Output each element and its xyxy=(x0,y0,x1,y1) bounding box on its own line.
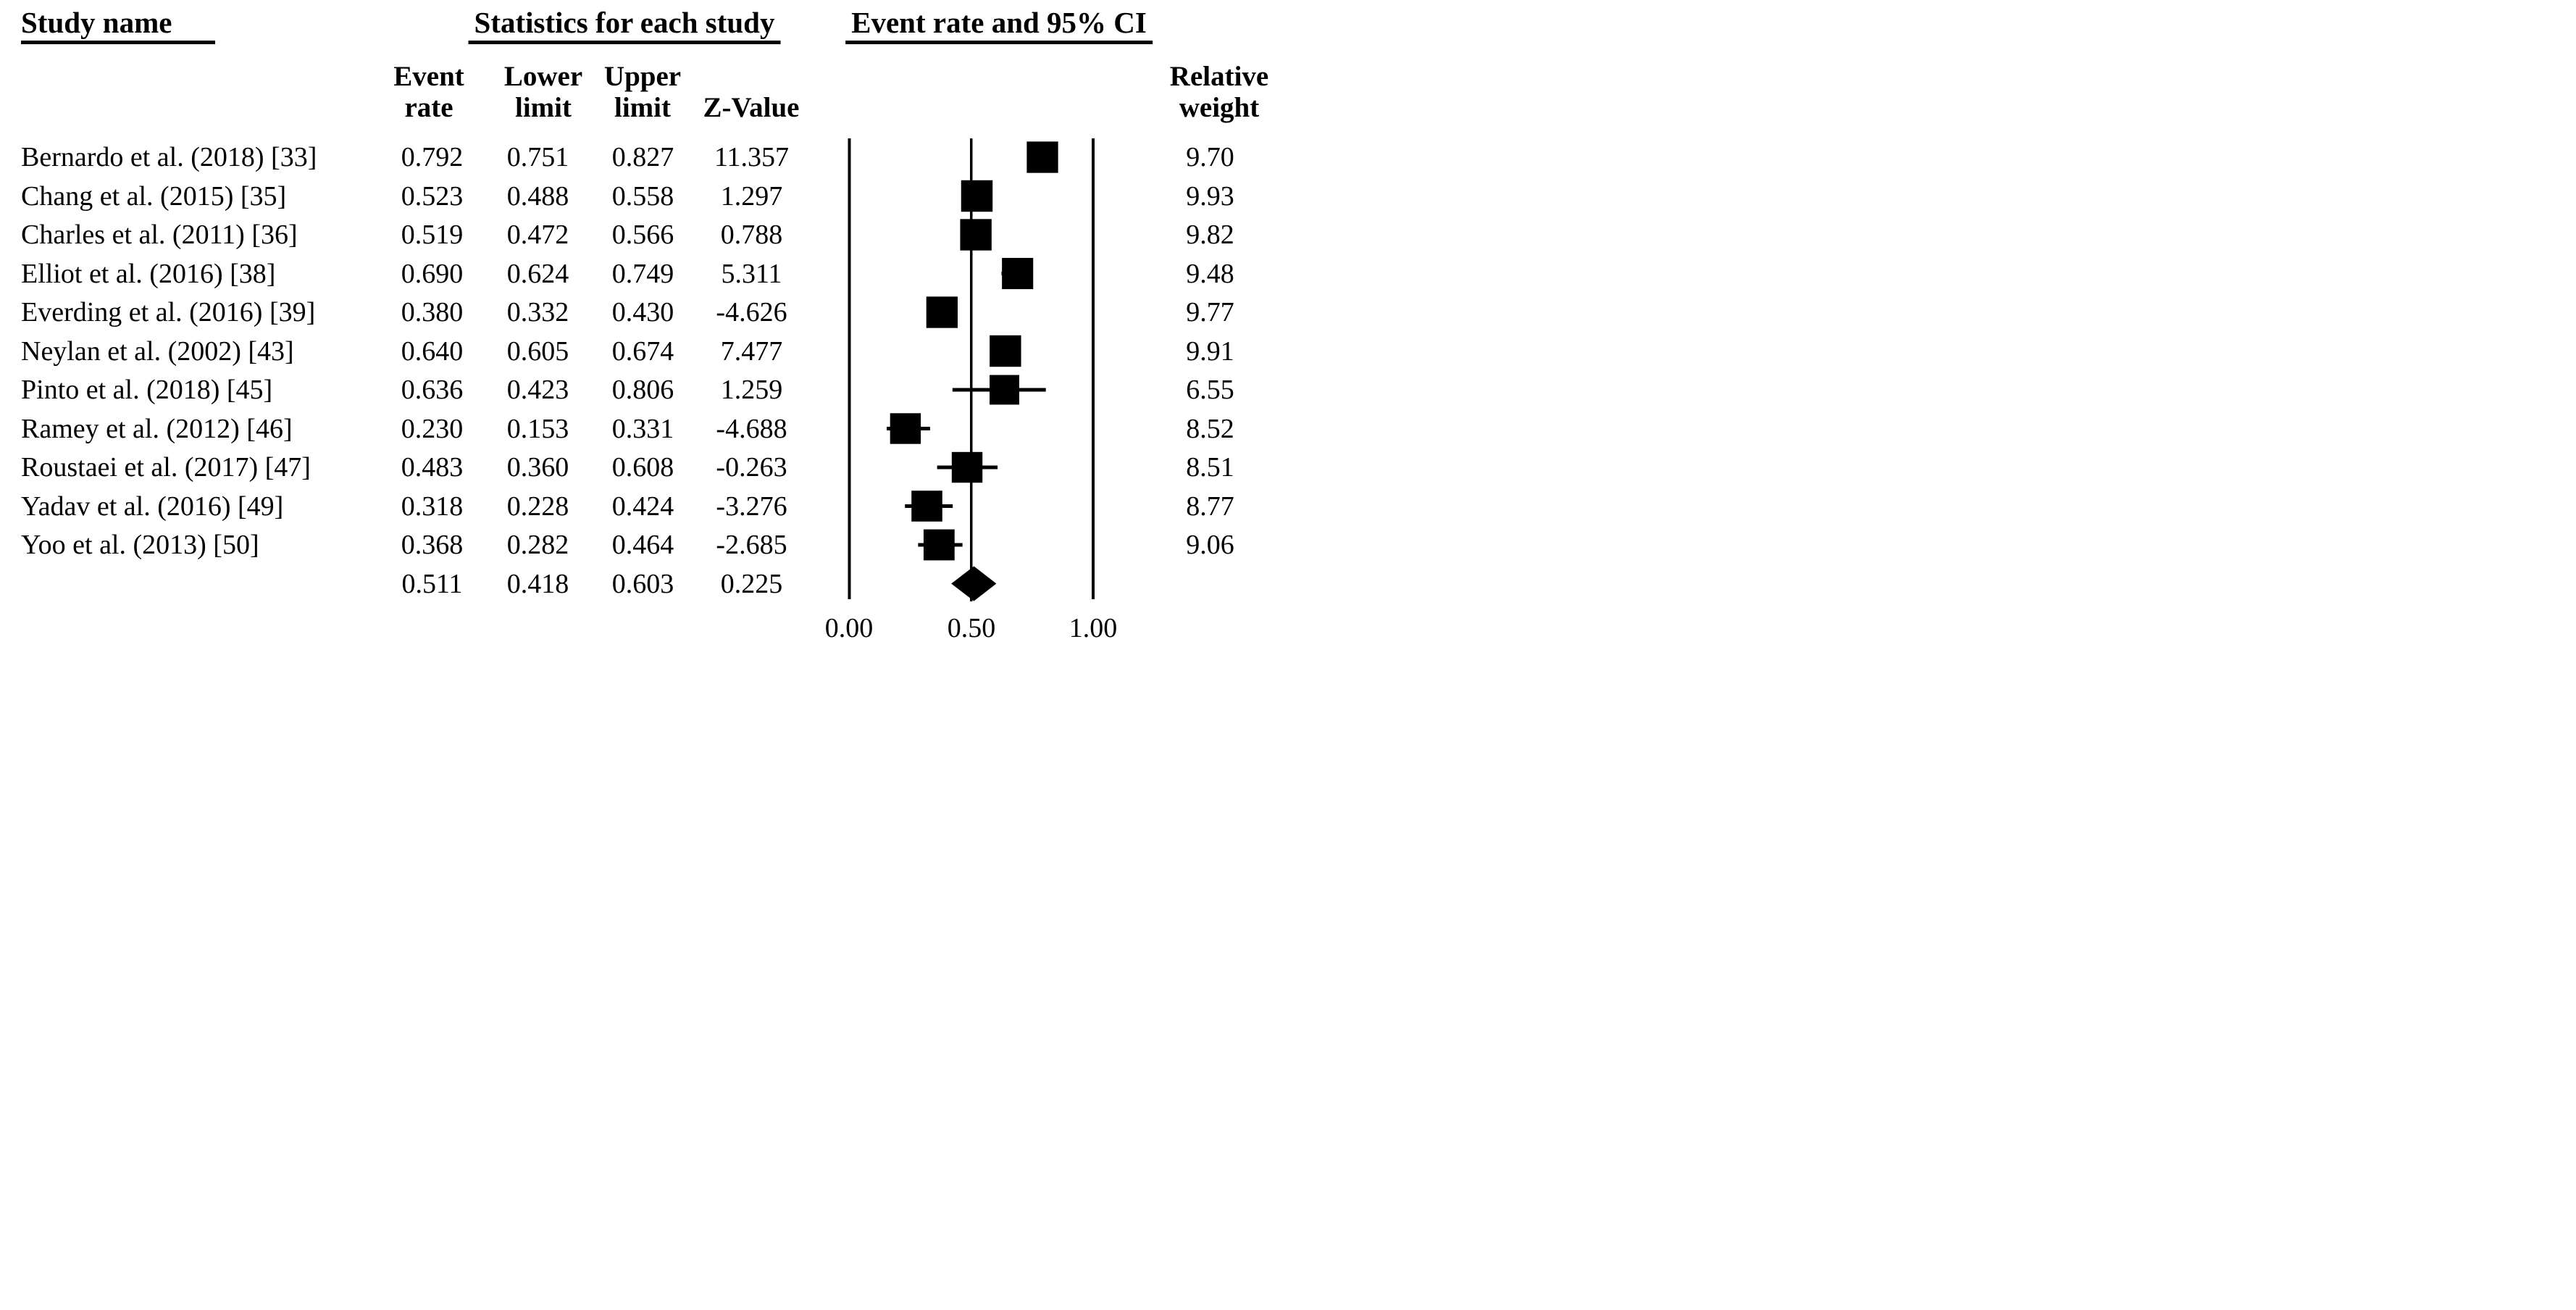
relative-weight-value: 9.93 xyxy=(1186,180,1234,212)
study-row: Elliot et al. (2016) [38] 0.690 0.624 0.749… xyxy=(0,255,1288,293)
axis-tick-050: 0.50 xyxy=(947,613,996,643)
statistics-header: Statistics for each study xyxy=(468,7,781,45)
z-value: 11.357 xyxy=(714,142,790,172)
lower-limit-value: 0.228 xyxy=(506,491,569,522)
relative-weight-value: 9.48 xyxy=(1186,258,1234,289)
relative-weight-column-header: Relative weight xyxy=(1169,61,1269,123)
relative-weight-value: 9.06 xyxy=(1186,530,1234,560)
lower-limit-value: 0.282 xyxy=(506,530,569,560)
event-rate-value: 0.483 xyxy=(401,452,464,483)
event-rate-value: 0.368 xyxy=(401,530,464,560)
event-rate-value: 0.519 xyxy=(401,220,464,250)
study-name: Elliot et al. (2016) [38] xyxy=(21,258,276,289)
event-rate-value: 0.230 xyxy=(401,413,464,444)
event-rate-value: 0.636 xyxy=(401,375,464,405)
relative-weight-value: 9.82 xyxy=(1186,220,1234,250)
z-value: 0.788 xyxy=(720,220,783,250)
upper-limit-value: 0.430 xyxy=(611,297,674,328)
event-rate-value: 0.690 xyxy=(401,258,464,289)
upper-limit-value: 0.566 xyxy=(611,220,674,250)
study-row: Chang et al. (2015) [35] 0.523 0.488 0.558 1… xyxy=(0,178,1288,215)
study-name: Roustaei et al. (2017) [47] xyxy=(21,452,311,483)
lower-limit-value: 0.472 xyxy=(506,220,569,250)
lower-limit-value: 0.488 xyxy=(506,180,569,212)
study-name: Yadav et al. (2016) [49] xyxy=(21,491,284,522)
event-rate-value: 0.380 xyxy=(401,297,464,328)
study-name: Everding et al. (2016) [39] xyxy=(21,297,316,328)
upper-limit-value: 0.558 xyxy=(611,180,674,212)
z-value: 5.311 xyxy=(721,258,782,289)
relative-weight-value: 8.77 xyxy=(1186,491,1234,522)
study-row: Ramey et al. (2012) [46] 0.230 0.153 0.331 -… xyxy=(0,410,1288,448)
z-value: -4.688 xyxy=(716,413,787,444)
z-value-column-header: Z-Value xyxy=(703,92,800,123)
z-value: 0.225 xyxy=(720,568,783,599)
upper-limit-value: 0.674 xyxy=(611,335,674,367)
study-name: Ramey et al. (2012) [46] xyxy=(21,413,293,444)
axis-tick-0: 0.00 xyxy=(824,613,874,643)
study-name: Yoo et al. (2013) [50] xyxy=(21,530,259,560)
study-row: Neylan et al. (2002) [43] 0.640 0.605 0.674… xyxy=(0,333,1288,370)
forest-plot-page: Study name Statistics for each study Eve… xyxy=(0,0,1288,655)
ci-header: Event rate and 95% CI xyxy=(845,7,1153,45)
z-value: 1.259 xyxy=(720,375,783,405)
study-row: Everding et al. (2016) [39] 0.380 0.332 0.4… xyxy=(0,293,1288,331)
study-row: Bernardo et al. (2018) [33] 0.792 0.751 0.8… xyxy=(0,138,1288,176)
study-name: Charles et al. (2011) [36] xyxy=(21,220,298,250)
event-rate-value: 0.792 xyxy=(401,142,464,172)
lower-limit-value: 0.332 xyxy=(506,297,569,328)
relative-weight-value: 9.70 xyxy=(1186,142,1234,172)
z-value: 1.297 xyxy=(720,180,783,212)
relative-weight-value: 8.51 xyxy=(1186,452,1234,483)
lower-limit-value: 0.624 xyxy=(506,258,569,289)
lower-limit-value: 0.153 xyxy=(506,413,569,444)
lower-limit-value: 0.605 xyxy=(506,335,569,367)
study-name: Bernardo et al. (2018) [33] xyxy=(21,142,317,172)
study-name: Pinto et al. (2018) [45] xyxy=(21,375,273,405)
event-rate-value: 0.511 xyxy=(401,568,463,599)
study-row: Pinto et al. (2018) [45] 0.636 0.423 0.806 1… xyxy=(0,371,1288,409)
lower-limit-value: 0.418 xyxy=(506,568,569,599)
relative-weight-value: 9.77 xyxy=(1186,297,1234,328)
relative-weight-value: 8.52 xyxy=(1186,413,1234,444)
upper-limit-value: 0.464 xyxy=(611,530,674,560)
z-value: 7.477 xyxy=(720,335,783,367)
z-value: -0.263 xyxy=(716,452,787,483)
event-rate-value: 0.640 xyxy=(401,335,464,367)
study-name-header: Study name xyxy=(21,7,216,45)
z-value: -4.626 xyxy=(716,297,787,328)
upper-limit-value: 0.603 xyxy=(611,568,674,599)
study-name: Neylan et al. (2002) [43] xyxy=(21,335,294,367)
upper-limit-value: 0.806 xyxy=(611,375,674,405)
upper-limit-value: 0.827 xyxy=(611,142,674,172)
relative-weight-value: 6.55 xyxy=(1186,375,1234,405)
study-row: Yadav et al. (2016) [49] 0.318 0.228 0.424 -… xyxy=(0,488,1288,525)
upper-limit-value: 0.749 xyxy=(611,258,674,289)
lower-limit-value: 0.751 xyxy=(506,142,569,172)
lower-limit-column-header: Lower limit xyxy=(503,61,583,123)
axis-tick-100: 1.00 xyxy=(1069,613,1118,643)
study-name: Chang et al. (2015) [35] xyxy=(21,180,287,212)
relative-weight-value: 9.91 xyxy=(1186,335,1234,367)
upper-limit-value: 0.331 xyxy=(611,413,674,444)
z-value: -3.276 xyxy=(716,491,787,522)
event-rate-column-header: Event rate xyxy=(393,61,464,123)
upper-limit-value: 0.424 xyxy=(611,491,674,522)
study-row: Charles et al. (2011) [36] 0.519 0.472 0.56… xyxy=(0,216,1288,254)
study-row: Yoo et al. (2013) [50] 0.368 0.282 0.464 -2.… xyxy=(0,526,1288,564)
event-rate-value: 0.318 xyxy=(401,491,464,522)
study-row: Roustaei et al. (2017) [47] 0.483 0.360 0.6… xyxy=(0,449,1288,486)
lower-limit-value: 0.360 xyxy=(506,452,569,483)
event-rate-value: 0.523 xyxy=(401,180,464,212)
summary-row: 0.511 0.418 0.603 0.225 xyxy=(0,565,1288,603)
z-value: -2.685 xyxy=(716,530,787,560)
lower-limit-value: 0.423 xyxy=(506,375,569,405)
upper-limit-value: 0.608 xyxy=(611,452,674,483)
upper-limit-column-header: Upper limit xyxy=(603,61,682,123)
